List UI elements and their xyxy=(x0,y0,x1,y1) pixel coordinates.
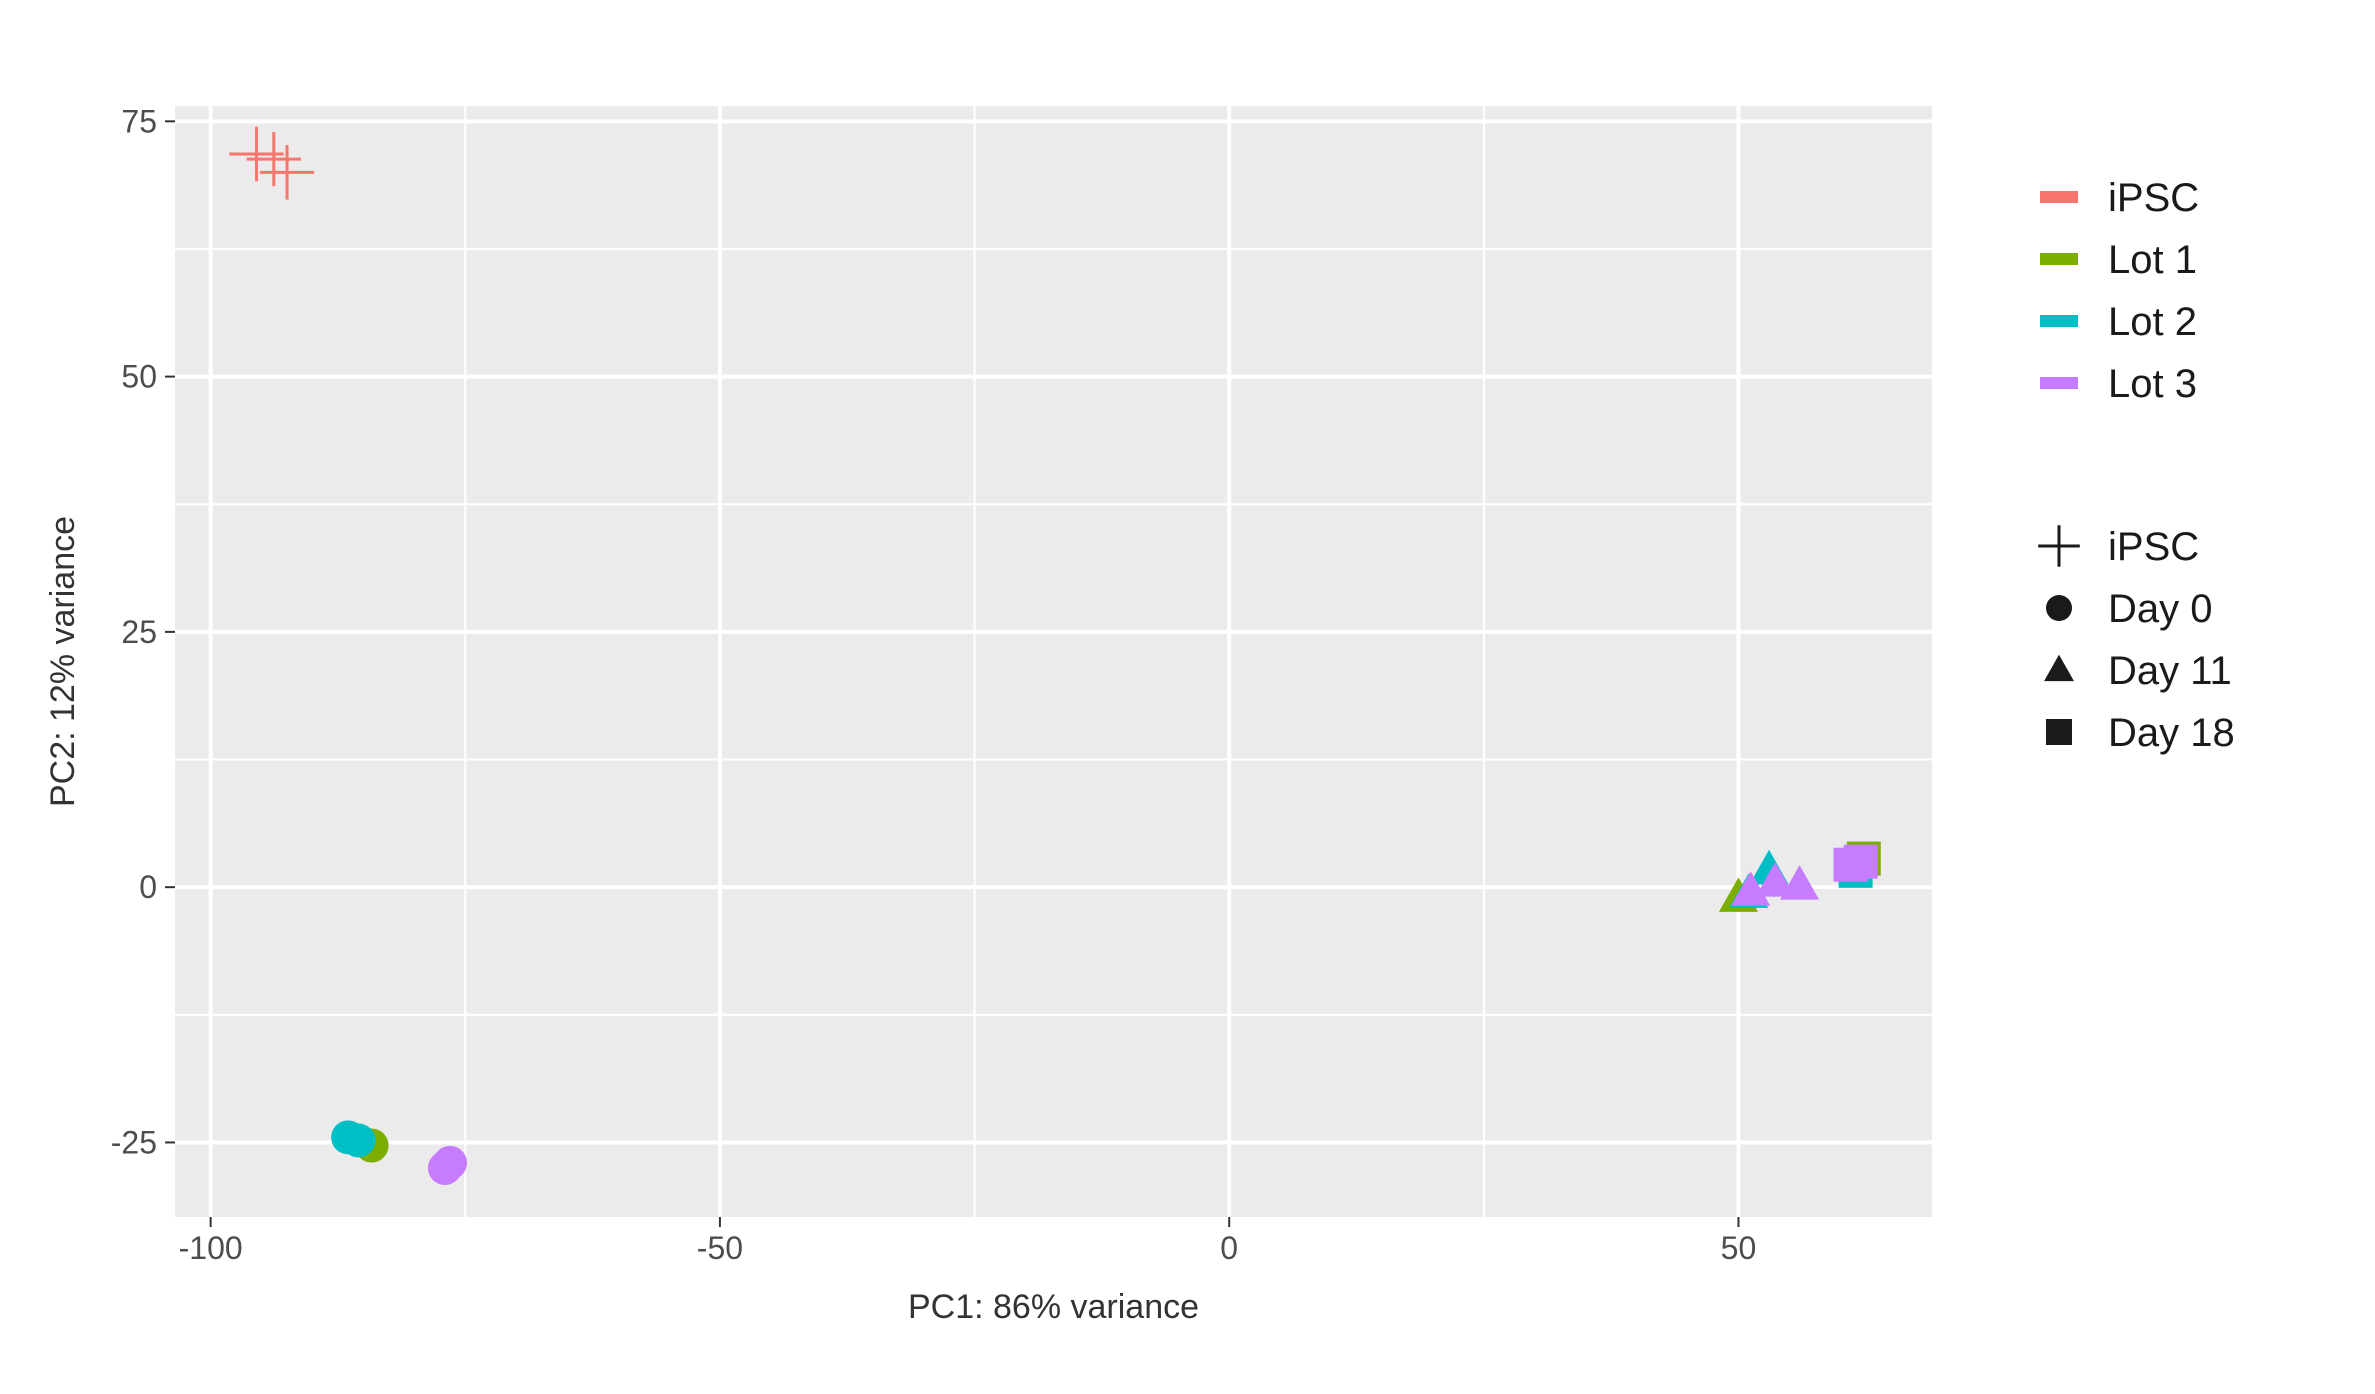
data-points xyxy=(229,126,1881,1185)
legend-color-label: Lot 3 xyxy=(2108,362,2197,406)
legend-color-key xyxy=(2040,191,2078,203)
data-point-triangle xyxy=(1780,865,1820,900)
legend-color-label: Lot 1 xyxy=(2108,238,2197,282)
y-tick-label: 75 xyxy=(121,103,157,139)
x-axis-title: PC1: 86% variance xyxy=(908,1288,1199,1326)
legend-shape-label: Day 11 xyxy=(2108,649,2232,693)
legend-shape-key-square xyxy=(2046,719,2072,745)
color-legend: iPSC Lot 1 Lot 2 Lot 3 xyxy=(2040,176,2199,406)
legend-color-key xyxy=(2040,315,2078,327)
data-point-square xyxy=(1843,844,1878,879)
legend-color-key xyxy=(2040,377,2078,389)
data-point-plus xyxy=(246,131,301,187)
legend-color-label: Lot 2 xyxy=(2108,300,2197,344)
legend-shape-key-circle xyxy=(2046,595,2072,621)
shape-legend: iPSC Day 0 Day 11 Day 18 xyxy=(2038,525,2235,755)
x-tick-label: 50 xyxy=(1721,1230,1757,1266)
x-tick-label: -100 xyxy=(179,1230,243,1266)
legend-color-key xyxy=(2040,253,2078,265)
plot-panel xyxy=(175,106,1932,1217)
y-tick-label: -25 xyxy=(111,1124,157,1160)
legend-shape-label: Day 18 xyxy=(2108,711,2235,755)
y-tick-label: 25 xyxy=(121,614,157,650)
data-point-circle xyxy=(433,1145,468,1180)
legend-shape-label: Day 0 xyxy=(2108,587,2213,631)
data-point-triangle xyxy=(1731,871,1771,906)
data-point-plus xyxy=(259,145,315,200)
y-axis-title: PC2: 12% variance xyxy=(44,516,82,807)
legend-color-label: iPSC xyxy=(2108,176,2199,220)
data-point-circle xyxy=(341,1123,376,1158)
x-tick-label: -50 xyxy=(697,1230,743,1266)
grid-lines xyxy=(175,106,1932,1217)
axes: -100 -50 0 50 -25 0 25 50 75 xyxy=(111,103,1757,1266)
y-tick-label: 50 xyxy=(121,359,157,395)
legend-shape-label: iPSC xyxy=(2108,525,2199,569)
y-tick-label: 0 xyxy=(139,869,157,905)
legend-shape-key-plus xyxy=(2038,525,2080,567)
x-tick-label: 0 xyxy=(1220,1230,1238,1266)
legend-shape-key-triangle xyxy=(2044,654,2074,682)
data-point-triangle xyxy=(1755,862,1795,897)
